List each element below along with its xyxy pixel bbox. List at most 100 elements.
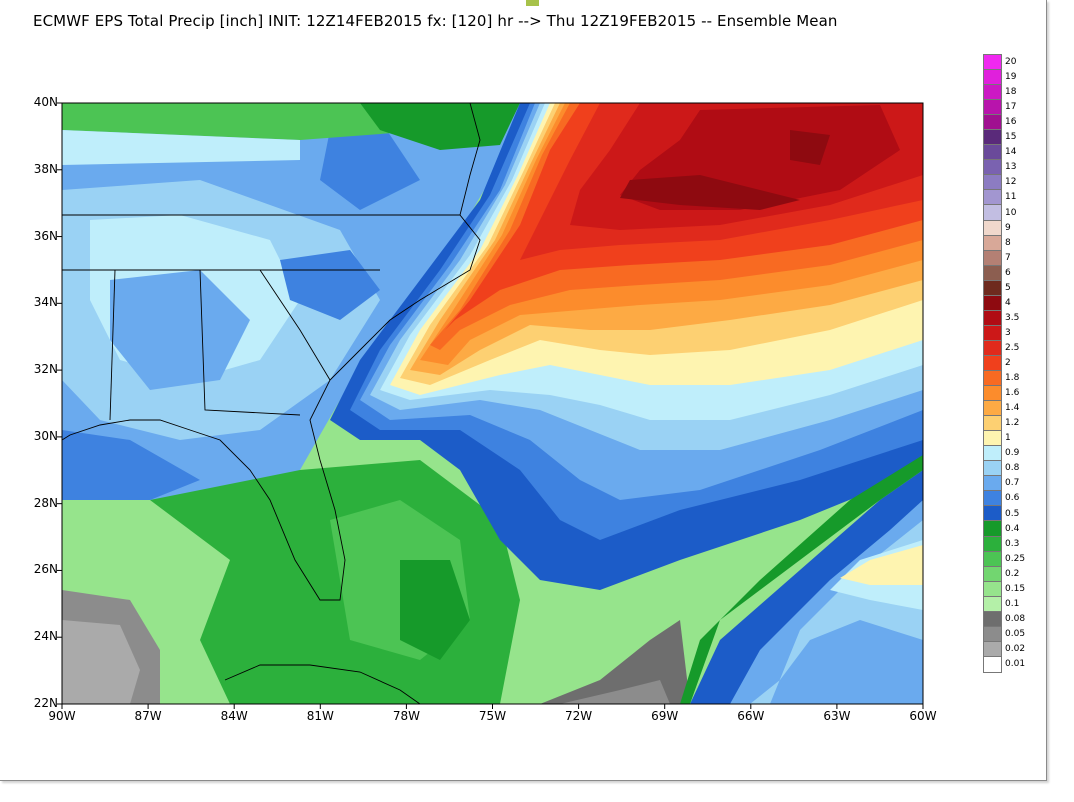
legend-label: 0.01	[1005, 659, 1026, 669]
legend-swatch	[984, 295, 1001, 311]
legend-swatch	[984, 310, 1001, 326]
lat-label: 38N	[33, 161, 58, 176]
legend-swatch	[984, 506, 1001, 522]
lon-label: 84W	[220, 709, 248, 723]
legend-label: 3.5	[1005, 312, 1020, 323]
legend-swatch	[984, 100, 1001, 116]
dry-area-caribbean-inner	[560, 680, 670, 704]
legend-label: 5	[1005, 282, 1011, 293]
legend-label: 8	[1005, 237, 1011, 248]
lat-label: 26N	[33, 562, 58, 577]
legend-swatch	[984, 611, 1001, 627]
axis-ticks	[57, 102, 924, 709]
legend-label: 0.2	[1005, 568, 1020, 579]
legend-swatch	[984, 355, 1001, 371]
legend-swatch	[984, 130, 1001, 146]
lon-label: 69W	[651, 709, 679, 723]
legend-swatch	[984, 115, 1001, 131]
legend-swatch	[984, 220, 1001, 236]
legend-swatch	[984, 491, 1001, 507]
legend-swatch	[984, 581, 1001, 597]
legend-swatch	[984, 641, 1001, 657]
lon-label: 72W	[565, 709, 593, 723]
legend-swatch	[984, 596, 1001, 612]
legend-label: 0.25	[1005, 553, 1026, 564]
lon-label: 78W	[392, 709, 420, 723]
band2-green	[680, 455, 923, 704]
band2-0.7	[730, 500, 923, 704]
legend-label: 0.9	[1005, 448, 1020, 459]
legend-swatch	[984, 280, 1001, 296]
legend-swatch	[984, 55, 1001, 71]
lat-label: 32N	[33, 362, 58, 377]
legend-label: 12	[1005, 177, 1017, 188]
storm-band-4.0b	[790, 130, 830, 165]
lat-label: 24N	[33, 629, 58, 644]
legend-swatch	[984, 205, 1001, 221]
lon-label: 66W	[737, 709, 765, 723]
boundaries	[62, 103, 481, 704]
cuba	[224, 664, 421, 704]
legend-label: 0.7	[1005, 478, 1020, 489]
legend-swatch	[984, 536, 1001, 552]
legend-swatch	[984, 386, 1001, 402]
precip-legend	[983, 54, 1002, 673]
legend-label: 1.2	[1005, 418, 1020, 429]
lon-label: 81W	[306, 709, 334, 723]
lon-label: 87W	[134, 709, 162, 723]
map-title: ECMWF EPS Total Precip [inch] INIT: 12Z1…	[33, 12, 838, 30]
legend-label: 9	[1005, 222, 1011, 233]
legend-label: 0.6	[1005, 493, 1020, 504]
legend-swatch	[984, 551, 1001, 567]
lon-label: 63W	[823, 709, 851, 723]
precip-band-0.4-north	[360, 103, 520, 150]
lat-label: 34N	[33, 295, 58, 310]
legend-swatch	[984, 235, 1001, 251]
legend-swatch	[984, 370, 1001, 387]
lat-label: 36N	[33, 228, 58, 243]
legend-swatch	[984, 265, 1001, 281]
legend-label: 0.02	[1005, 643, 1026, 654]
legend-label: 15	[1005, 132, 1017, 143]
legend-label: 19	[1005, 72, 1017, 83]
precip-band-0.6	[62, 430, 200, 500]
legend-swatch	[984, 145, 1001, 161]
state-line-5	[259, 269, 331, 381]
precip-band-0.4-south	[400, 560, 470, 660]
legend-label: 0.4	[1005, 523, 1020, 534]
precip-band-0.6b	[280, 250, 380, 320]
lon-label: 75W	[478, 709, 507, 723]
legend-label: 17	[1005, 102, 1017, 113]
legend-swatch	[984, 521, 1001, 537]
legend-label: 16	[1005, 117, 1017, 128]
legend-label: 13	[1005, 162, 1017, 173]
window-tab-marker	[526, 0, 539, 6]
legend-label: 0.05	[1005, 628, 1026, 639]
legend-swatch	[984, 190, 1001, 206]
state-line-4	[109, 269, 116, 421]
legend-label: 7	[1005, 252, 1011, 263]
precip-band-0.6c	[320, 120, 420, 210]
legend-label: 1.4	[1005, 403, 1020, 414]
legend-swatch	[984, 656, 1001, 672]
lat-label: 22N	[33, 696, 58, 710]
legend-label: 1	[1005, 433, 1011, 444]
legend-label: 0.1	[1005, 598, 1020, 609]
legend-label: 18	[1005, 87, 1017, 98]
dry-area-mexico-inner	[62, 620, 140, 704]
legend-swatch	[984, 325, 1001, 341]
legend-label: 3	[1005, 327, 1011, 338]
legend-swatch	[984, 461, 1001, 477]
legend-swatch	[984, 476, 1001, 492]
legend-label: 0.8	[1005, 463, 1020, 474]
legend-label: 14	[1005, 147, 1017, 158]
legend-label: 11	[1005, 192, 1017, 203]
legend-swatch	[984, 175, 1001, 191]
legend-swatch	[984, 340, 1001, 356]
us-coastline	[62, 103, 481, 601]
legend-label: 1.8	[1005, 373, 1020, 384]
legend-label: 2.5	[1005, 342, 1020, 353]
legend-swatch	[984, 85, 1001, 101]
